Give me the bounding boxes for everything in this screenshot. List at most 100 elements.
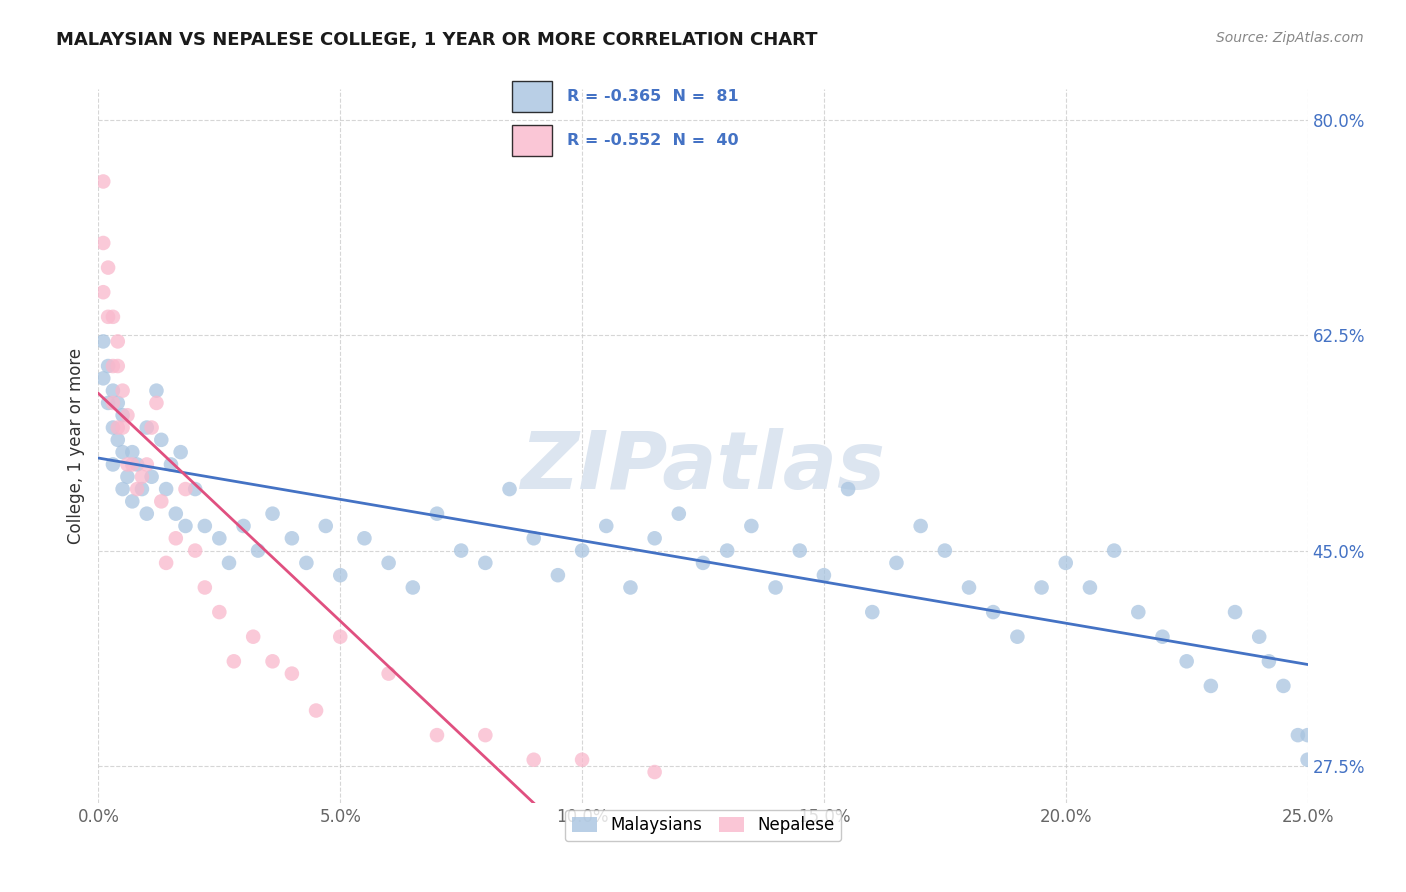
Point — [101, 396, 124, 410]
Point — [194, 519, 217, 533]
Point — [262, 507, 284, 521]
Point — [107, 334, 129, 349]
Point — [247, 543, 270, 558]
Point — [101, 420, 124, 434]
Point — [813, 568, 835, 582]
Point — [353, 531, 375, 545]
Point — [1257, 654, 1279, 668]
Point — [765, 581, 787, 595]
Point — [107, 433, 129, 447]
Text: R = -0.365  N =  81: R = -0.365 N = 81 — [567, 88, 738, 103]
Point — [232, 519, 254, 533]
Point — [329, 568, 352, 582]
Point — [117, 469, 139, 483]
Point — [169, 445, 191, 459]
Point — [155, 482, 177, 496]
Point — [107, 420, 129, 434]
Point — [1249, 630, 1271, 644]
Point — [208, 605, 231, 619]
Point — [716, 543, 738, 558]
Point — [101, 310, 124, 324]
Point — [644, 765, 666, 780]
Point — [101, 384, 124, 398]
Point — [145, 396, 167, 410]
Point — [1175, 654, 1198, 668]
Point — [402, 581, 425, 595]
Point — [1031, 581, 1053, 595]
Point — [121, 494, 143, 508]
Point — [97, 310, 120, 324]
Y-axis label: College, 1 year or more: College, 1 year or more — [66, 348, 84, 544]
Point — [934, 543, 956, 558]
Point — [208, 531, 231, 545]
Point — [295, 556, 318, 570]
Point — [160, 458, 183, 472]
Point — [315, 519, 337, 533]
Point — [135, 458, 157, 472]
Point — [131, 482, 153, 496]
Point — [740, 519, 762, 533]
Text: MALAYSIAN VS NEPALESE COLLEGE, 1 YEAR OR MORE CORRELATION CHART: MALAYSIAN VS NEPALESE COLLEGE, 1 YEAR OR… — [56, 31, 818, 49]
Point — [117, 409, 139, 423]
Point — [692, 556, 714, 570]
Point — [981, 605, 1004, 619]
Point — [91, 334, 114, 349]
Point — [91, 174, 114, 188]
FancyBboxPatch shape — [512, 81, 551, 112]
Point — [121, 458, 143, 472]
Point — [165, 507, 187, 521]
Point — [262, 654, 284, 668]
Point — [547, 568, 569, 582]
Point — [127, 458, 149, 472]
Point — [1272, 679, 1295, 693]
FancyBboxPatch shape — [512, 125, 551, 156]
Point — [111, 409, 134, 423]
Point — [97, 359, 120, 373]
Point — [111, 420, 134, 434]
Point — [1296, 728, 1319, 742]
Point — [184, 482, 207, 496]
Point — [155, 556, 177, 570]
Point — [184, 543, 207, 558]
Point — [174, 519, 197, 533]
Point — [135, 420, 157, 434]
Point — [910, 519, 932, 533]
Point — [141, 420, 163, 434]
Point — [668, 507, 690, 521]
Point — [97, 260, 120, 275]
Point — [450, 543, 472, 558]
Point — [131, 469, 153, 483]
Point — [571, 753, 593, 767]
Point — [1223, 605, 1246, 619]
Point — [1078, 581, 1101, 595]
Point — [571, 543, 593, 558]
Legend: Malaysians, Nepalese: Malaysians, Nepalese — [565, 810, 841, 841]
Point — [194, 581, 217, 595]
Point — [127, 482, 149, 496]
Text: R = -0.552  N =  40: R = -0.552 N = 40 — [567, 133, 738, 148]
Point — [1152, 630, 1174, 644]
Point — [860, 605, 883, 619]
Point — [1199, 679, 1222, 693]
Point — [1007, 630, 1029, 644]
Point — [377, 666, 399, 681]
Point — [91, 371, 114, 385]
Point — [474, 556, 496, 570]
Point — [886, 556, 908, 570]
Point — [111, 482, 134, 496]
Point — [135, 507, 157, 521]
Point — [242, 630, 264, 644]
Point — [281, 666, 304, 681]
Point — [474, 728, 496, 742]
Point — [281, 531, 304, 545]
Point — [97, 396, 120, 410]
Text: Source: ZipAtlas.com: Source: ZipAtlas.com — [1216, 31, 1364, 45]
Point — [1286, 728, 1309, 742]
Point — [174, 482, 197, 496]
Point — [837, 482, 859, 496]
Point — [377, 556, 399, 570]
Point — [329, 630, 352, 644]
Point — [1128, 605, 1150, 619]
Point — [91, 235, 114, 250]
Point — [101, 359, 124, 373]
